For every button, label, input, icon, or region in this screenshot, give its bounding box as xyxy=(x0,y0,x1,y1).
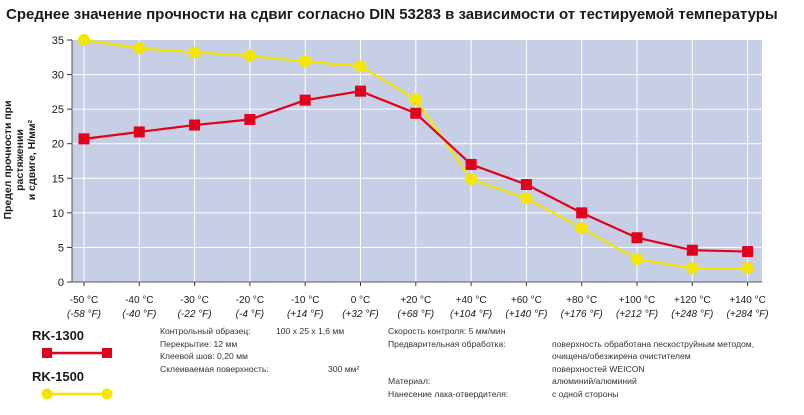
data-point-rk1500 xyxy=(354,60,367,73)
data-point-rk1500 xyxy=(78,34,90,46)
data-point-rk1500 xyxy=(631,253,643,266)
y-tick-label: 30 xyxy=(52,70,64,82)
x-tick-label: -30 °C xyxy=(180,295,208,306)
data-point-rk1300 xyxy=(576,207,588,219)
legend-rk1500-swatch xyxy=(41,388,113,400)
x-tick-label-f: (+68 °F) xyxy=(398,309,435,320)
x-axis: -50 °C (-58 °F) -40 °C (-40 °F) -30 °C (-22 °… xyxy=(67,281,769,320)
note-sample-size: 100 x 25 x 1,6 мм xyxy=(276,326,345,336)
x-tick-label: +60 °C xyxy=(511,295,542,306)
y-tick-label: 10 xyxy=(52,208,64,220)
x-tick-label: -10 °C xyxy=(291,295,319,306)
x-tick-label-f: (-22 °F) xyxy=(178,309,212,320)
data-point-rk1500 xyxy=(741,262,754,275)
note-line: очищена/обезжирена очистителем xyxy=(552,351,691,361)
data-point-rk1300 xyxy=(299,94,311,106)
data-point-rk1500 xyxy=(520,192,533,205)
data-point-rk1300 xyxy=(631,232,643,244)
x-tick-label: +120 °C xyxy=(674,295,711,306)
x-tick-label-f: (-4 °F) xyxy=(236,309,264,320)
note-line: поверхностей WEICON xyxy=(552,363,645,374)
note-line: Материал: xyxy=(388,376,431,386)
data-point-rk1300 xyxy=(133,126,145,138)
notes-col3: Скорость контроля: 5 мм/мин Предваритель… xyxy=(388,325,508,400)
data-point-rk1300 xyxy=(465,158,477,170)
x-tick-label-f: (+32 °F) xyxy=(342,309,379,320)
x-tick-label: +140 °C xyxy=(729,295,766,306)
note-line: Контрольный образец: xyxy=(160,326,251,336)
x-tick-label: +20 °C xyxy=(400,295,431,306)
data-point-rk1500 xyxy=(299,55,312,68)
y-axis-label-line1: Предел прочности при растяжении xyxy=(2,100,26,220)
x-tick-label-f: (+212 °F) xyxy=(616,309,658,320)
x-tick-label: +40 °C xyxy=(456,295,487,306)
note-line: алюминий/алюминий xyxy=(552,376,637,386)
data-point-rk1500 xyxy=(188,46,201,59)
data-point-rk1300 xyxy=(189,119,201,131)
y-tick-label: 0 xyxy=(58,277,64,289)
data-point-rk1300 xyxy=(686,244,698,256)
note-area: 300 мм² xyxy=(328,363,360,374)
x-tick-label-f: (+14 °F) xyxy=(287,309,324,320)
note-line xyxy=(388,350,508,363)
x-tick-label-f: (+248 °F) xyxy=(671,309,713,320)
data-point-rk1300 xyxy=(355,85,366,97)
notes-col1: Контрольный образец: Перекрытие: 12 мм К… xyxy=(160,325,269,375)
x-tick-label-f: (-58 °F) xyxy=(67,309,101,320)
note-line: Нанесение лака-отвердителя: xyxy=(388,388,509,399)
note-line xyxy=(552,325,754,338)
y-axis: 0 5 10 15 20 25 30 35 xyxy=(52,35,73,289)
legend-rk1300-swatch xyxy=(42,348,112,358)
x-tick-label: -50 °C xyxy=(70,295,98,306)
x-tick-label: -40 °C xyxy=(125,295,153,306)
note-line: Склеиваемая поверхность: xyxy=(160,363,269,374)
chart-title: Среднее значение прочности на сдвиг согл… xyxy=(6,6,778,23)
x-tick-label-f: (+140 °F) xyxy=(505,309,547,320)
data-point-rk1300 xyxy=(244,114,256,126)
y-tick-label: 5 xyxy=(58,242,64,254)
note-line: с одной стороны xyxy=(552,388,619,399)
notes-col4: поверхность обработана пескоструйным мет… xyxy=(552,325,754,400)
x-tick-label-f: (+284 °F) xyxy=(727,309,769,320)
note-line: Предварительная обработка: xyxy=(388,338,506,349)
y-axis-label-line2: и сдвиге, Н/мм² xyxy=(26,119,38,201)
y-tick-label: 35 xyxy=(52,35,64,47)
data-point-rk1300 xyxy=(78,133,90,145)
data-point-rk1500 xyxy=(243,49,256,62)
data-point-rk1500 xyxy=(575,222,588,235)
series-layer xyxy=(78,34,754,275)
data-point-rk1500 xyxy=(409,93,422,106)
legend-rk1300-label: RK-1300 xyxy=(32,328,85,343)
data-point-rk1300 xyxy=(410,107,422,119)
grid-lines xyxy=(72,40,762,282)
y-tick-label: 25 xyxy=(52,104,64,116)
y-axis-label: Предел прочности при растяжении и сдвиге… xyxy=(2,70,38,250)
data-point-rk1500 xyxy=(133,42,146,55)
note-line: поверхность обработана пескоструйным мет… xyxy=(552,338,755,349)
data-point-rk1500 xyxy=(686,262,699,275)
note-line: Скорость контроля: 5 мм/мин xyxy=(388,326,506,336)
x-tick-label: -20 °C xyxy=(236,295,264,306)
note-line: Перекрытие: 12 мм xyxy=(160,338,238,349)
note-line: Клеевой шов: 0,20 мм xyxy=(160,351,248,361)
note-line xyxy=(388,363,508,376)
data-point-rk1500 xyxy=(465,172,478,185)
plot-area xyxy=(72,40,762,282)
data-point-rk1300 xyxy=(520,179,532,191)
x-tick-label-f: (-40 °F) xyxy=(122,309,156,320)
x-tick-label: +80 °C xyxy=(566,295,597,306)
y-tick-label: 15 xyxy=(52,173,64,185)
x-tick-label-f: (+176 °F) xyxy=(561,309,603,320)
x-tick-label: +100 °C xyxy=(619,295,656,306)
legend-rk1500-label: RK-1500 xyxy=(32,369,85,384)
x-tick-label: 0 °C xyxy=(351,295,371,306)
y-tick-label: 20 xyxy=(52,139,64,151)
data-point-rk1300 xyxy=(742,246,754,258)
x-tick-label-f: (+104 °F) xyxy=(450,309,492,320)
